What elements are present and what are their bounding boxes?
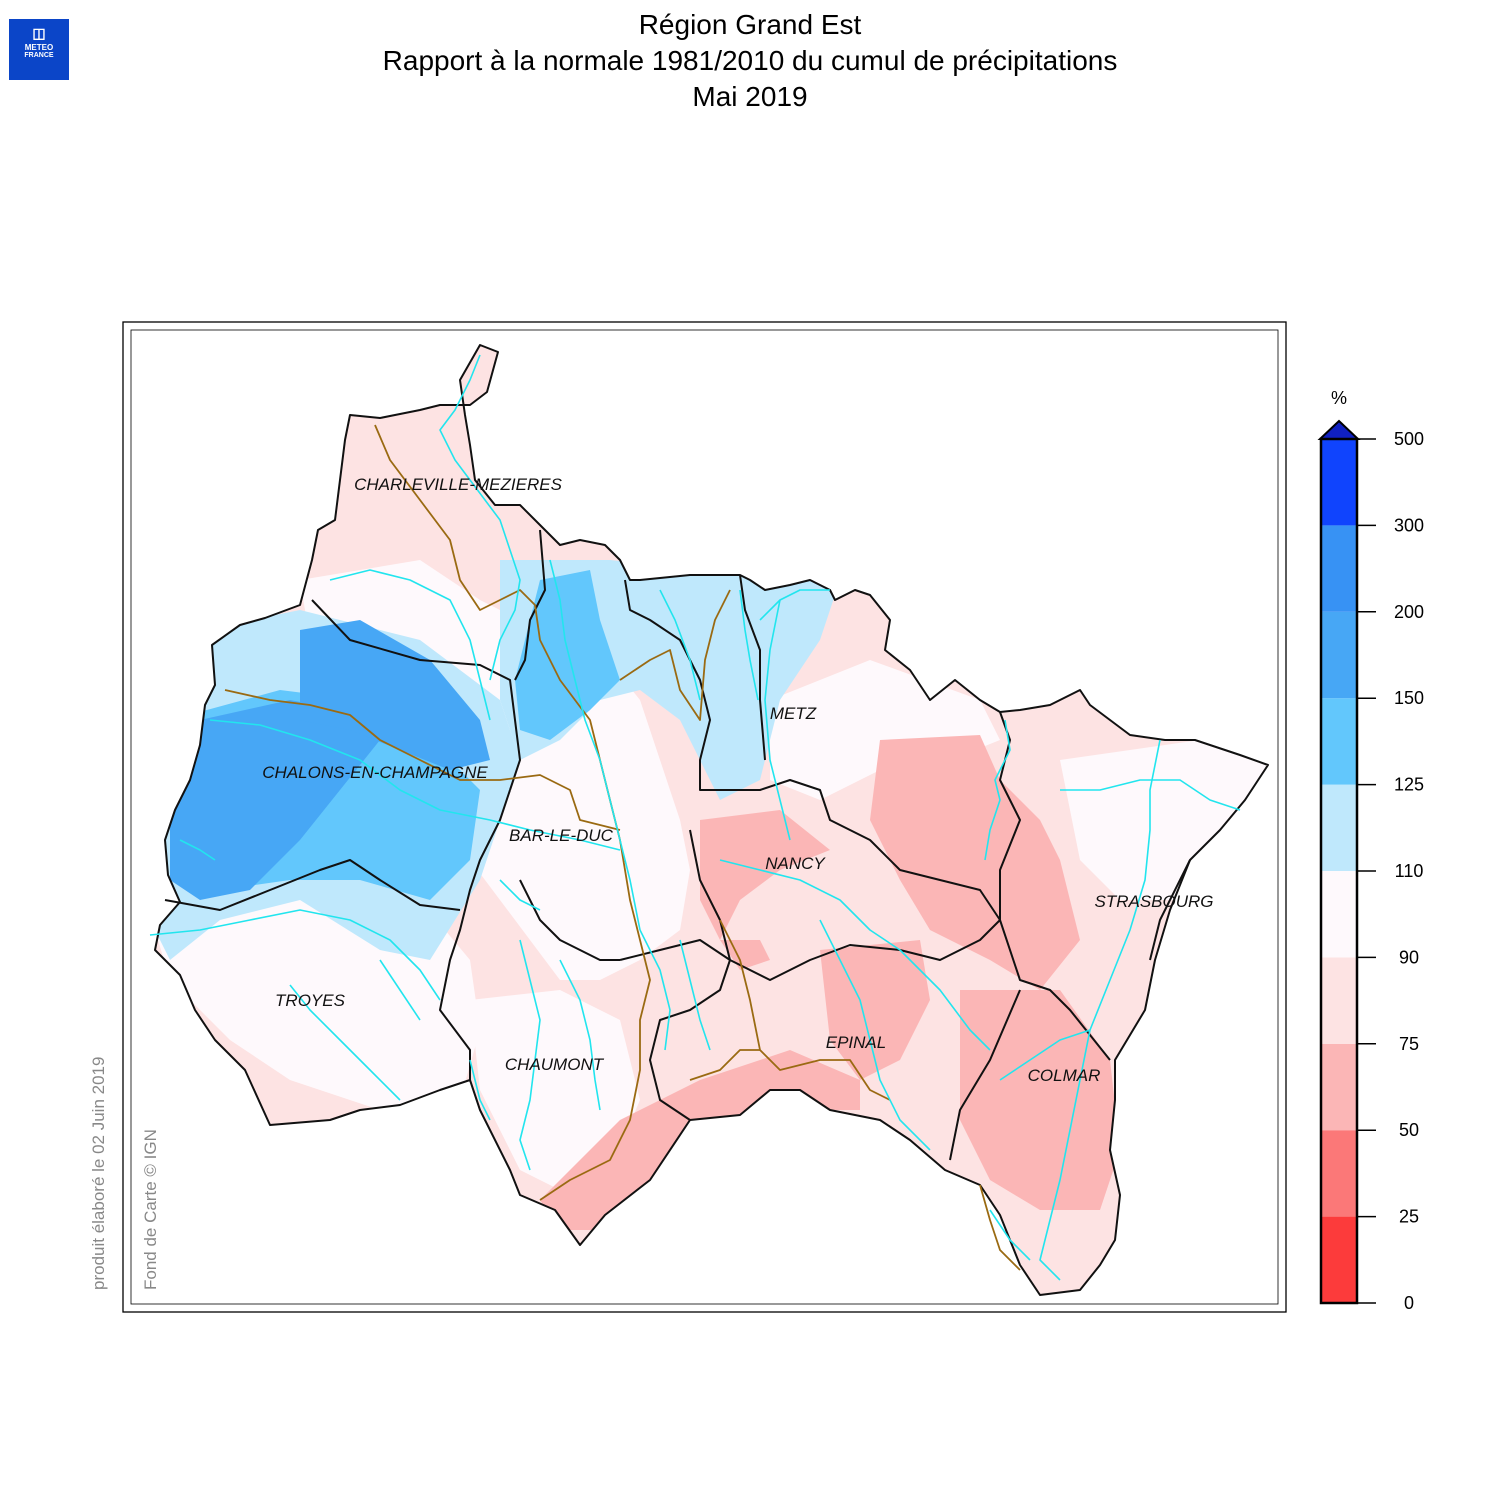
city-label-strasbourg: STRASBOURG: [1094, 892, 1213, 911]
legend-bins: [1321, 439, 1357, 1303]
legend-bin-9: [1321, 439, 1357, 526]
legend-ticks: 0 25 50 75 90 110 125 150 200 300 500: [1357, 429, 1424, 1313]
logo-text-meteo: METEO: [24, 43, 54, 52]
legend-tick-label: 110: [1395, 861, 1424, 881]
legend-tick-label: 25: [1399, 1207, 1419, 1227]
legend-tick-label: 150: [1394, 688, 1424, 708]
basin-boundaries: [224, 424, 1021, 1271]
city-label-charleville: CHARLEVILLE-MEZIERES: [354, 475, 562, 494]
legend-bar-outline: [1319, 437, 1359, 1305]
river-network: [149, 354, 1241, 1281]
legend-unit: %: [1331, 388, 1347, 408]
department-boundaries: [154, 344, 1269, 1296]
precipitation-field: [155, 345, 1268, 1295]
legend-bin-8: [1321, 525, 1357, 612]
legend-tick-label: 50: [1399, 1120, 1419, 1140]
meteo-france-logo: ◫ METEO FRANCE: [9, 19, 69, 80]
city-label-chaumont: CHAUMONT: [505, 1055, 605, 1074]
city-label-nancy: NANCY: [765, 854, 826, 873]
legend-bin-5: [1321, 784, 1357, 871]
map-subtitle: Rapport à la normale 1981/2010 du cumul …: [382, 45, 1118, 76]
city-label-colmar: COLMAR: [1028, 1066, 1101, 1085]
legend-bin-2: [1321, 1043, 1357, 1131]
legend-tick-label: 200: [1394, 602, 1424, 622]
city-label-bar-le-duc: BAR-LE-DUC: [509, 826, 614, 845]
legend-tick-label: 90: [1399, 947, 1419, 967]
legend-bin-7: [1321, 611, 1357, 699]
map-period: Mai 2019: [692, 81, 808, 112]
legend-bin-6: [1321, 698, 1357, 785]
city-label-chalons: CHALONS-EN-CHAMPAGNE: [262, 763, 488, 782]
legend-tick-label: 500: [1394, 429, 1424, 449]
color-legend: % 0 25 50 75 90 110 125 150 200 300 500: [1317, 388, 1424, 1313]
logo-text-france: FRANCE: [24, 52, 54, 59]
legend-bin-3: [1321, 957, 1357, 1044]
legend-tick-label: 300: [1394, 515, 1424, 535]
legend-tick-label: 0: [1404, 1293, 1414, 1313]
legend-bin-1: [1321, 1130, 1357, 1217]
legend-bin-0: [1321, 1216, 1357, 1303]
legend-tick-label: 75: [1399, 1034, 1419, 1054]
city-label-epinal: EPINAL: [826, 1033, 886, 1052]
city-label-metz: METZ: [770, 704, 817, 723]
city-labels: CHARLEVILLE-MEZIERES METZ CHALONS-EN-CHA…: [262, 475, 1213, 1085]
map-title: Région Grand Est: [638, 9, 862, 40]
map-frame: [122, 321, 1287, 1313]
logo-mark-icon: ◫: [32, 25, 46, 41]
legend-bin-4: [1321, 871, 1357, 958]
legend-tick-label: 125: [1394, 775, 1424, 795]
city-label-troyes: TROYES: [275, 991, 346, 1010]
legend-overflow-arrow: [1317, 419, 1361, 440]
